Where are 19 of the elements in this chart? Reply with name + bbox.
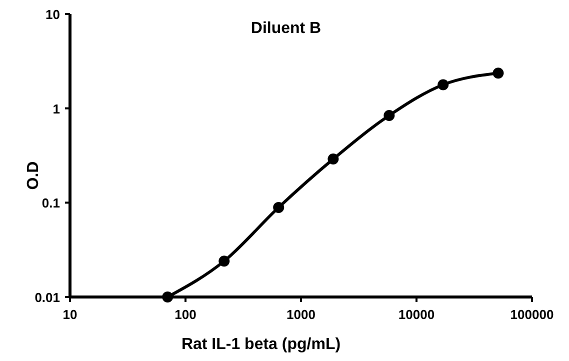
point: [492, 68, 504, 79]
y-tick-label: 0.01: [34, 290, 60, 305]
y-axis-title: O.D: [25, 161, 42, 190]
y-tick-label: 1: [52, 101, 60, 116]
x-tick-label: 10: [62, 307, 78, 322]
point: [384, 110, 395, 121]
point: [438, 79, 449, 90]
point: [328, 154, 339, 165]
chart-title: Diluent B: [250, 20, 322, 37]
x-tick-label: 1000: [286, 307, 316, 322]
x-tick-label: 100: [174, 307, 196, 322]
point: [273, 202, 284, 213]
y-tick-label: 0.1: [42, 196, 60, 211]
x-tick-label: 10000: [398, 307, 435, 322]
y-tick-label: 10: [46, 7, 60, 22]
point: [162, 292, 174, 302]
point: [218, 256, 230, 267]
x-axis-title: Rat IL-1 beta (pg/mL): [181, 336, 341, 353]
x-tick-label: 100000: [510, 307, 554, 322]
